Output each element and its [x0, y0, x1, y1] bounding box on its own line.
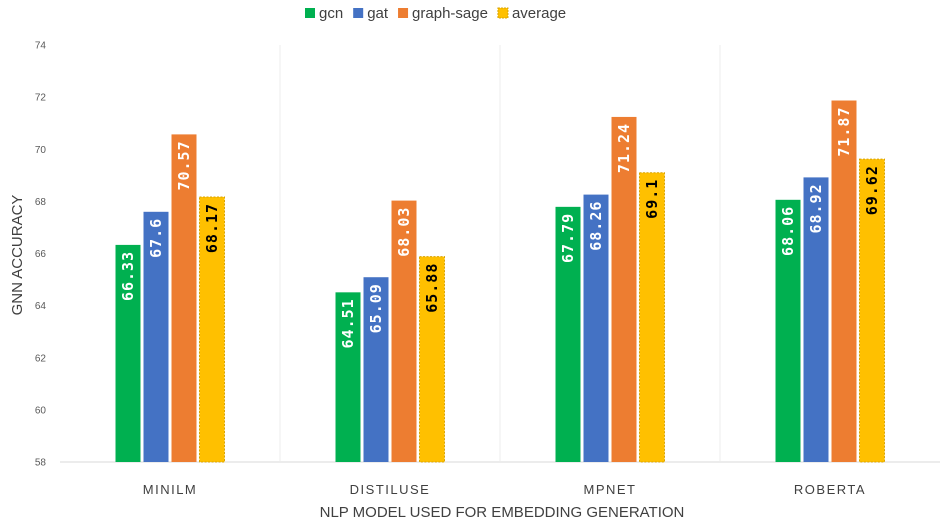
- data-label: 69.62: [863, 165, 881, 215]
- y-tick-label: 72: [35, 93, 47, 104]
- bar-gcn: [555, 206, 581, 462]
- data-label: 68.26: [587, 201, 605, 251]
- bar-graph-sage: [171, 134, 197, 462]
- y-tick-label: 60: [35, 405, 47, 416]
- legend-item-gcn: gcn: [305, 5, 343, 22]
- data-label: 65.09: [367, 283, 385, 333]
- data-label: 68.03: [395, 207, 413, 257]
- data-label: 67.6: [147, 218, 165, 258]
- y-tick-label: 66: [35, 249, 47, 260]
- y-axis-title: GNN ACCURACY: [9, 195, 26, 316]
- legend: gcn gat graph-sage average: [305, 5, 566, 22]
- bars: 66.33 67.6 70.57 68.17 64.51 65.09 68.03 65.88 6…: [115, 100, 885, 463]
- data-label: 71.87: [835, 107, 853, 157]
- legend-item-average: average: [497, 5, 566, 22]
- legend-swatch: [497, 7, 509, 19]
- y-tick-label: 62: [35, 353, 47, 364]
- bar-average: [199, 196, 225, 463]
- category-label: MINILM: [143, 482, 198, 497]
- category-label: MPNET: [584, 482, 637, 497]
- x-axis: MINILM DISTILUSE MPNET ROBERTA: [143, 482, 866, 497]
- legend-swatch: [353, 8, 364, 18]
- legend-swatch: [305, 8, 315, 18]
- bar-gat: [363, 277, 389, 462]
- bar-gcn: [115, 244, 141, 462]
- data-label: 67.79: [559, 213, 577, 263]
- legend-label: graph-sage: [412, 5, 488, 22]
- data-label: 66.33: [119, 251, 137, 301]
- legend-swatch: [398, 8, 409, 18]
- bar-average: [639, 172, 665, 463]
- legend-label: gcn: [319, 5, 343, 22]
- y-tick-label: 70: [35, 145, 47, 156]
- category-separators: [279, 45, 721, 462]
- category-label: ROBERTA: [794, 482, 866, 497]
- legend-label: gat: [367, 5, 389, 22]
- legend-item-graph-sage: graph-sage: [398, 5, 488, 22]
- y-tick-label: 64: [35, 301, 47, 312]
- data-label: 68.17: [203, 203, 221, 253]
- bar-gcn: [335, 292, 361, 462]
- bar-gat: [803, 177, 829, 462]
- legend-item-gat: gat: [353, 5, 389, 22]
- x-axis-title: NLP MODEL USED FOR EMBEDDING GENERATION: [320, 504, 685, 521]
- bar-graph-sage: [831, 100, 857, 462]
- bar-gat: [143, 211, 169, 462]
- data-label: 68.92: [807, 183, 825, 233]
- data-label: 65.88: [423, 263, 441, 313]
- bar-graph-sage: [391, 200, 417, 462]
- y-tick-label: 74: [35, 41, 47, 52]
- bar-average: [419, 256, 445, 463]
- data-label: 71.24: [615, 123, 633, 173]
- data-label: 68.06: [779, 206, 797, 256]
- data-label: 69.1: [643, 179, 661, 219]
- legend-label: average: [512, 5, 566, 22]
- bar-average: [859, 158, 885, 463]
- data-label: 70.57: [175, 140, 193, 190]
- data-label: 64.51: [339, 298, 357, 348]
- y-tick-label: 68: [35, 197, 47, 208]
- bar-graph-sage: [611, 116, 637, 463]
- y-tick-label: 58: [35, 458, 47, 469]
- bar-gcn: [775, 199, 801, 462]
- category-label: DISTILUSE: [350, 482, 431, 497]
- bar-gat: [583, 194, 609, 462]
